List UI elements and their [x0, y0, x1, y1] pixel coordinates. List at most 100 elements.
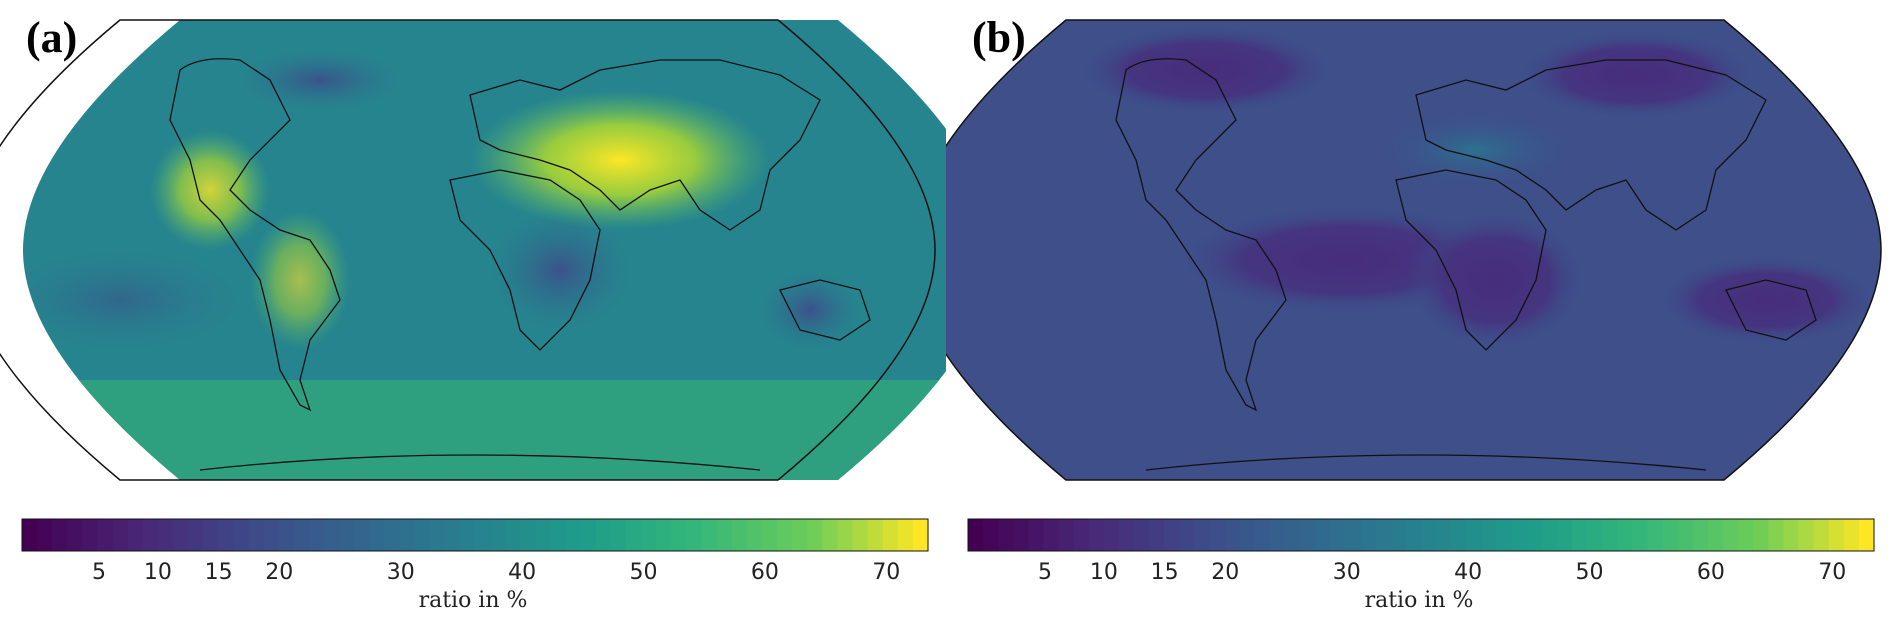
colorbar-segment: [912, 519, 929, 551]
colorbar-segment: [1647, 519, 1664, 551]
colorbar-segment: [1164, 519, 1180, 551]
colorbar-segment: [1043, 519, 1060, 551]
colorbar-label: ratio in %: [1364, 588, 1474, 613]
colorbar-segment: [1436, 519, 1452, 551]
colorbar-segment: [580, 519, 597, 551]
colorbar-tick-label: 10: [143, 560, 172, 585]
colorbar-segment: [218, 519, 234, 551]
colorbar-segment: [1345, 519, 1362, 551]
colorbar-tick-label: 60: [1696, 560, 1725, 585]
colorbar-segment: [188, 519, 204, 551]
colorbar-tick-label: 5: [92, 560, 106, 585]
colorbar-segment: [414, 519, 431, 551]
colorbar-segment: [701, 519, 718, 551]
colorbar-segment: [1783, 519, 1800, 551]
colorbar-segment: [1149, 519, 1165, 551]
colorbar-segment: [354, 519, 370, 551]
colorbar-segment: [1179, 519, 1196, 551]
colorbar-segment: [550, 519, 567, 551]
colorbar-segment: [1798, 519, 1815, 551]
colorbar-segment: [173, 519, 189, 551]
colorbar-segment: [897, 519, 914, 551]
panel-label: (a): [26, 13, 78, 62]
colorbar-tick-label: 30: [1332, 560, 1361, 585]
colorbar-segment: [595, 519, 612, 551]
colorbar-segment: [293, 519, 310, 551]
colorbar-segment: [112, 519, 129, 551]
colorbar-segment: [656, 519, 672, 551]
map-b: [946, 19, 1882, 481]
colorbar-tick-label: 15: [1150, 560, 1179, 585]
colorbar-segment: [882, 519, 899, 551]
colorbar-segment: [1224, 519, 1241, 551]
colorbar-tick-label: 60: [750, 560, 779, 585]
colorbar-segment: [399, 519, 416, 551]
colorbar-segment: [1572, 519, 1588, 551]
colorbar-segment: [792, 519, 808, 551]
colorbar-segment: [339, 519, 355, 551]
colorbar-border: [21, 518, 929, 552]
colorbar-segment: [1330, 519, 1347, 551]
colorbar-segment: [1315, 519, 1331, 551]
colorbar-segment: [203, 519, 219, 551]
colorbar-segment: [731, 519, 748, 551]
colorbar-segment: [746, 519, 763, 551]
colorbar-segment: [641, 519, 657, 551]
colorbar-segment: [1541, 519, 1558, 551]
colorbar-segment: [1723, 519, 1739, 551]
colorbar-segment: [22, 519, 38, 551]
colorbar-segment: [1209, 519, 1226, 551]
colorbar-segment: [263, 519, 280, 551]
colorbar-segment: [807, 519, 823, 551]
colorbar-segment: [1692, 519, 1709, 551]
colorbar-tick-label: 15: [204, 560, 233, 585]
colorbar-tick-label: 20: [1211, 560, 1240, 585]
colorbar-segment: [505, 519, 521, 551]
colorbar-segment: [1058, 519, 1075, 551]
colorbar-segment: [1119, 519, 1135, 551]
colorbar-segment: [1662, 519, 1679, 551]
colorbar-tick-label: 70: [1818, 560, 1847, 585]
map-a: [0, 19, 946, 481]
colorbar-segment: [1239, 519, 1256, 551]
colorbar-segment: [233, 519, 250, 551]
colorbar-segment: [1828, 519, 1845, 551]
colorbar-segment: [520, 519, 536, 551]
colorbar-segment: [1481, 519, 1498, 551]
colorbar-segment: [565, 519, 582, 551]
panel-a: (a) ratio in % 5 10 15 20 30 40 50 60 70: [0, 13, 946, 613]
colorbar-segment: [248, 519, 265, 551]
colorbar-segment: [1300, 519, 1316, 551]
colorbar-tick-label: 50: [1575, 560, 1604, 585]
colorbar-segment: [1617, 519, 1633, 551]
colorbar-segment: [610, 519, 627, 551]
colorbar-b: [967, 518, 1875, 552]
colorbar-segment: [67, 519, 83, 551]
panel-label: (b): [972, 13, 1026, 62]
colorbar-segment: [1073, 519, 1090, 551]
colorbar-border: [967, 518, 1875, 552]
colorbar-tick-label: 10: [1089, 560, 1118, 585]
colorbar-segment: [1270, 519, 1286, 551]
colorbar-segment: [983, 519, 999, 551]
colorbar-label: ratio in %: [418, 588, 528, 613]
colorbar-segment: [1405, 519, 1422, 551]
colorbar-segment: [1013, 519, 1029, 551]
colorbar-segment: [822, 519, 838, 551]
colorbar-a: [21, 518, 929, 552]
colorbar-segment: [968, 519, 984, 551]
colorbar-segment: [998, 519, 1014, 551]
colorbar-segment: [97, 519, 114, 551]
colorbar-segment: [626, 519, 642, 551]
colorbar-segment: [82, 519, 99, 551]
colorbar-segment: [1285, 519, 1301, 551]
colorbar-segment: [1587, 519, 1603, 551]
colorbar-segment: [369, 519, 385, 551]
colorbar-segment: [852, 519, 869, 551]
colorbar-segment: [1677, 519, 1694, 551]
colorbar-segment: [37, 519, 53, 551]
colorbar-segment: [867, 519, 884, 551]
colorbar-segment: [1556, 519, 1573, 551]
colorbar-segment: [1768, 519, 1784, 551]
colorbar-segment: [1134, 519, 1150, 551]
